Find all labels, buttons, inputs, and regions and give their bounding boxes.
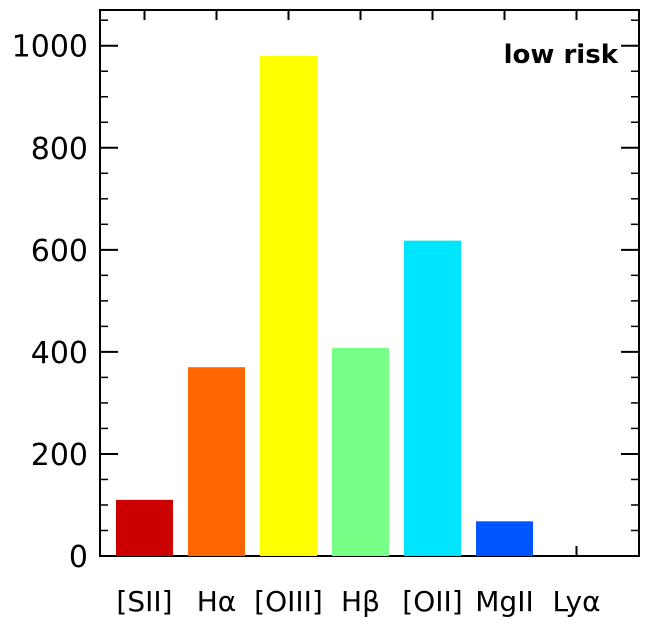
bars: [116, 55, 533, 556]
category-label: MgII: [475, 585, 533, 618]
bar-3: [332, 347, 389, 556]
bar-5: [476, 521, 533, 556]
category-label: [OII]: [402, 585, 462, 618]
category-label: Lyα: [552, 585, 600, 618]
category-labels: [SII] Hα [OIII] Hβ [OII] MgII Lyα: [116, 585, 600, 618]
category-label: [SII]: [116, 585, 172, 618]
y-tick-label: 400: [31, 336, 88, 371]
bar-4: [404, 240, 461, 556]
y-tick-label: 0: [69, 540, 88, 575]
bar-0: [116, 499, 173, 556]
y-tick-label: 800: [31, 132, 88, 167]
y-tick-label: 200: [31, 438, 88, 473]
annotation-text: low risk: [504, 40, 619, 70]
bar-1: [188, 367, 245, 556]
y-tick-label: 1000: [12, 30, 88, 65]
y-tick-label: 600: [31, 234, 88, 269]
category-label: Hβ: [341, 585, 380, 618]
y-tick-labels: 0 200 400 600 800 1000: [12, 30, 88, 575]
category-label: [OIII]: [254, 585, 323, 618]
category-label: Hα: [197, 585, 237, 618]
bar-2: [260, 55, 317, 556]
minor-ticks: [100, 19, 639, 532]
